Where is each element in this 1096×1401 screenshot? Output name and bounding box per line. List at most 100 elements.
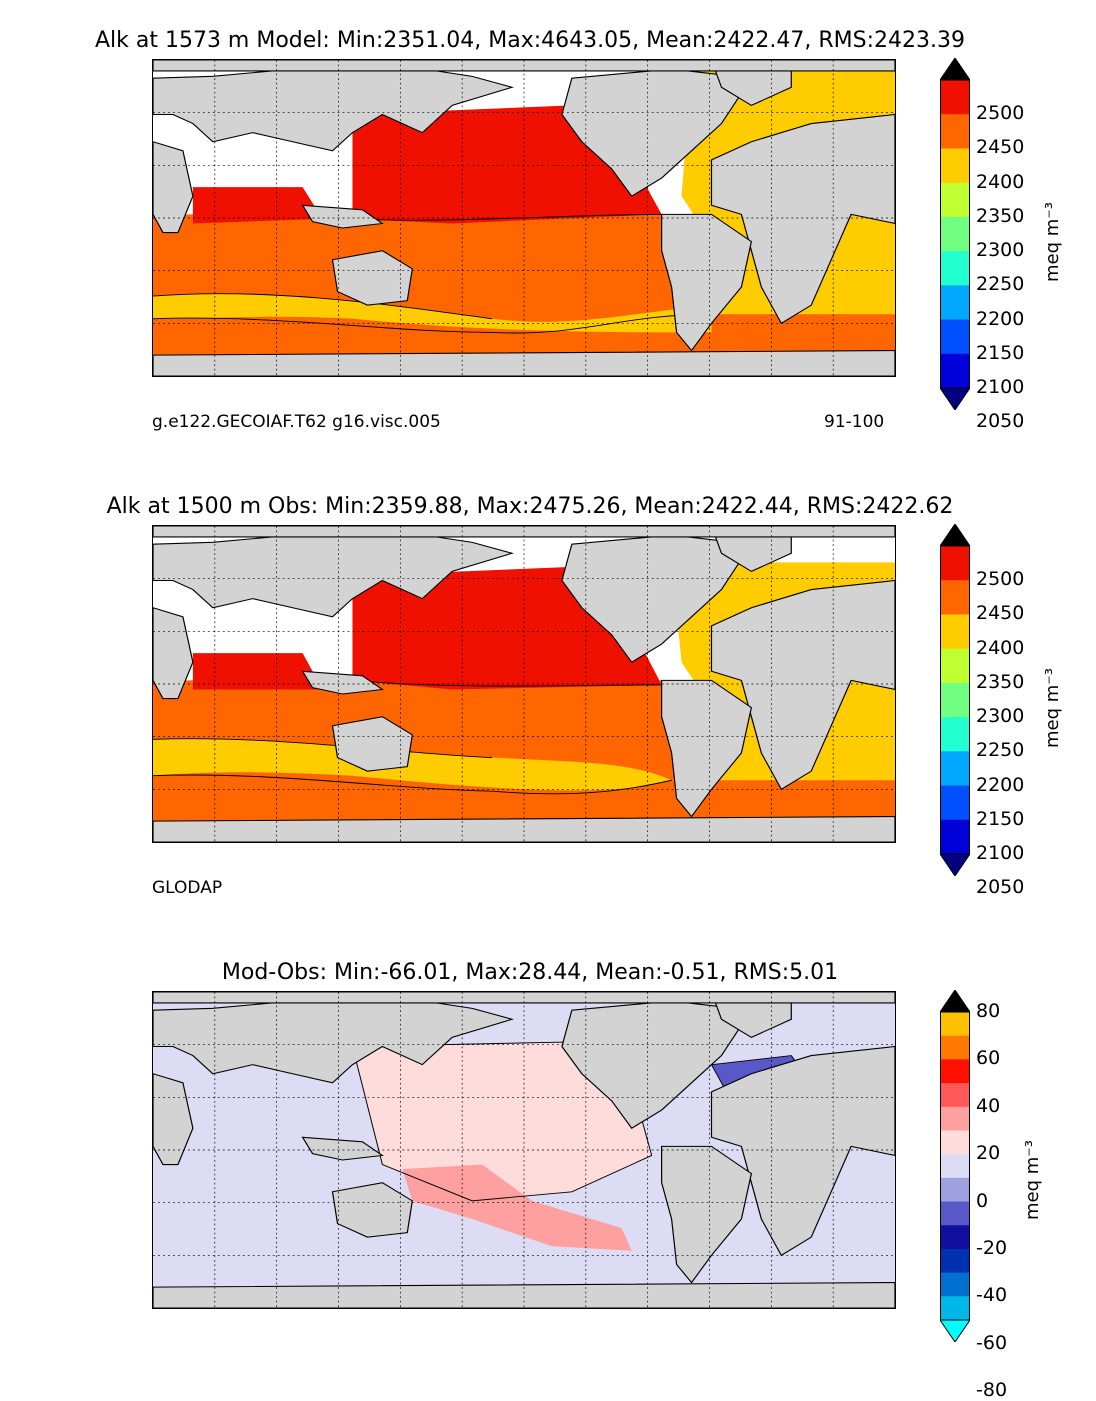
europe-africa-land (710, 113, 895, 325)
colorbar-swatch (940, 285, 970, 321)
colorbar-tick-label: 2150 (976, 807, 1025, 830)
colorbar-swatch (940, 682, 970, 718)
diff-title: Mod-Obs: Min:-66.01, Max:28.44, Mean:-0.… (221, 960, 839, 985)
south-america-land (661, 1145, 753, 1284)
obs-colorbar-unit: meq m⁻³ (1042, 667, 1063, 748)
south-pacific-indian-region (153, 214, 712, 297)
obs-panel: Alk at 1500 m Obs: Min:2359.88, Max:2475… (0, 466, 1096, 916)
colorbar-frame (940, 79, 970, 389)
colorbar-tick-label: 2500 (976, 568, 1025, 591)
indonesia-land (301, 204, 384, 229)
north-pacific-diff-region (352, 1041, 652, 1201)
north-indian-region (192, 653, 323, 690)
indonesia-land (301, 1136, 384, 1161)
colorbar-extend-bottom (940, 1319, 970, 1342)
colorbar-swatch (940, 546, 970, 581)
colorbar-swatch (940, 148, 970, 184)
colorbar-tick-label: 2500 (976, 102, 1025, 125)
colorbar-tick-label: 2450 (976, 136, 1025, 159)
model-title: Alk at 1573 m Model: Min:2351.04, Max:46… (94, 28, 966, 53)
southern-band-region (153, 738, 672, 791)
colorbar-tick-label: 2100 (976, 376, 1025, 398)
colorbar-swatch (940, 717, 970, 752)
diff-colorbar-unit: meq m⁻³ (1022, 1139, 1043, 1220)
colorbar-tick-label: 2350 (976, 670, 1025, 693)
colorbar-swatch (940, 1035, 970, 1060)
antarctica-land (153, 1282, 895, 1308)
obs-caption-left: GLODAP (152, 878, 223, 898)
colorbar-swatch (940, 1296, 970, 1321)
obs-map (152, 525, 896, 843)
colorbar-extend-top (940, 524, 970, 547)
colorbar-tick-label: 2300 (976, 239, 1025, 262)
colorbar-swatch (940, 1225, 970, 1250)
colorbar-swatch (940, 819, 970, 855)
colorbar-tick-label: 2350 (976, 204, 1025, 227)
colorbar-swatch (940, 1154, 970, 1179)
colorbar-swatch (940, 614, 970, 650)
colorbar-tick-label: 2400 (976, 170, 1025, 193)
colorbar-swatch (940, 580, 970, 615)
colorbar-tick-label: 40 (976, 1094, 1001, 1117)
colorbar-tick-label: 2200 (976, 773, 1025, 796)
south-america-land (661, 213, 753, 352)
colorbar-tick-label: 80 (976, 1000, 1001, 1022)
diff-map-svg (153, 992, 895, 1308)
colorbar-frame (940, 1011, 970, 1321)
contour-line (153, 313, 712, 334)
colorbar-tick-label: 20 (976, 1142, 1001, 1165)
colorbar-swatch (940, 1201, 970, 1226)
colorbar-extend-top (940, 990, 970, 1013)
africa-east-land (153, 1073, 194, 1166)
australia-land (331, 250, 413, 306)
contour-line (352, 213, 662, 221)
africa-east-land (153, 141, 194, 234)
model-caption-left: g.e122.GECOIAF.T62 g16.visc.005 (152, 412, 441, 432)
colorbar-tick-label: 2050 (976, 876, 1025, 899)
model-colorbar (940, 58, 970, 410)
europe-africa-land (710, 1045, 895, 1257)
africa-east-land (153, 607, 194, 700)
australia-land (331, 716, 413, 772)
diff-map (152, 991, 896, 1309)
colorbar-swatch (940, 1059, 970, 1084)
obs-map-svg (153, 526, 895, 842)
southern-band-region (153, 293, 712, 333)
colorbar-swatch (940, 1272, 970, 1297)
colorbar-tick-label: -80 (976, 1379, 1008, 1401)
obs-title: Alk at 1500 m Obs: Min:2359.88, Max:2475… (106, 494, 954, 519)
colorbar-extend-bottom (940, 387, 970, 410)
colorbar-tick-label: 2400 (976, 636, 1025, 659)
colorbar-swatch (940, 751, 970, 787)
europe-africa-land (710, 579, 895, 791)
colorbar-tick-label: 2200 (976, 307, 1025, 330)
diff-panel: Mod-Obs: Min:-66.01, Max:28.44, Mean:-0.… (0, 932, 1096, 1401)
australia-land (331, 1182, 413, 1238)
colorbar-tick-label: 0 (976, 1189, 989, 1212)
diff-colorbar (940, 990, 970, 1342)
colorbar-swatch (940, 251, 970, 286)
north-indian-region (192, 187, 323, 224)
colorbar-tick-label: 2150 (976, 341, 1025, 364)
south-america-land (661, 679, 753, 818)
model-map (152, 59, 896, 377)
colorbar-swatch (940, 1248, 970, 1274)
colorbar-tick-label: -40 (976, 1284, 1008, 1307)
colorbar-swatch (940, 182, 970, 218)
colorbar-tick-label: -60 (976, 1331, 1008, 1354)
colorbar-swatch (940, 1106, 970, 1131)
colorbar-extend-bottom (940, 853, 970, 876)
colorbar-swatch (940, 114, 970, 149)
colorbar-swatch (940, 1130, 970, 1155)
colorbar-swatch (940, 1177, 970, 1203)
model-colorbar-unit: meq m⁻³ (1042, 201, 1063, 282)
colorbar-swatch (940, 785, 970, 821)
model-panel: Alk at 1573 m Model: Min:2351.04, Max:46… (0, 0, 1096, 450)
antarctica-land (153, 816, 895, 842)
contour-line (153, 738, 493, 759)
model-caption-right: 91-100 (824, 412, 885, 432)
south-pacific-indian-region (153, 680, 712, 754)
colorbar-swatch (940, 319, 970, 355)
colorbar-swatch (940, 648, 970, 684)
colorbar-swatch (940, 216, 970, 252)
